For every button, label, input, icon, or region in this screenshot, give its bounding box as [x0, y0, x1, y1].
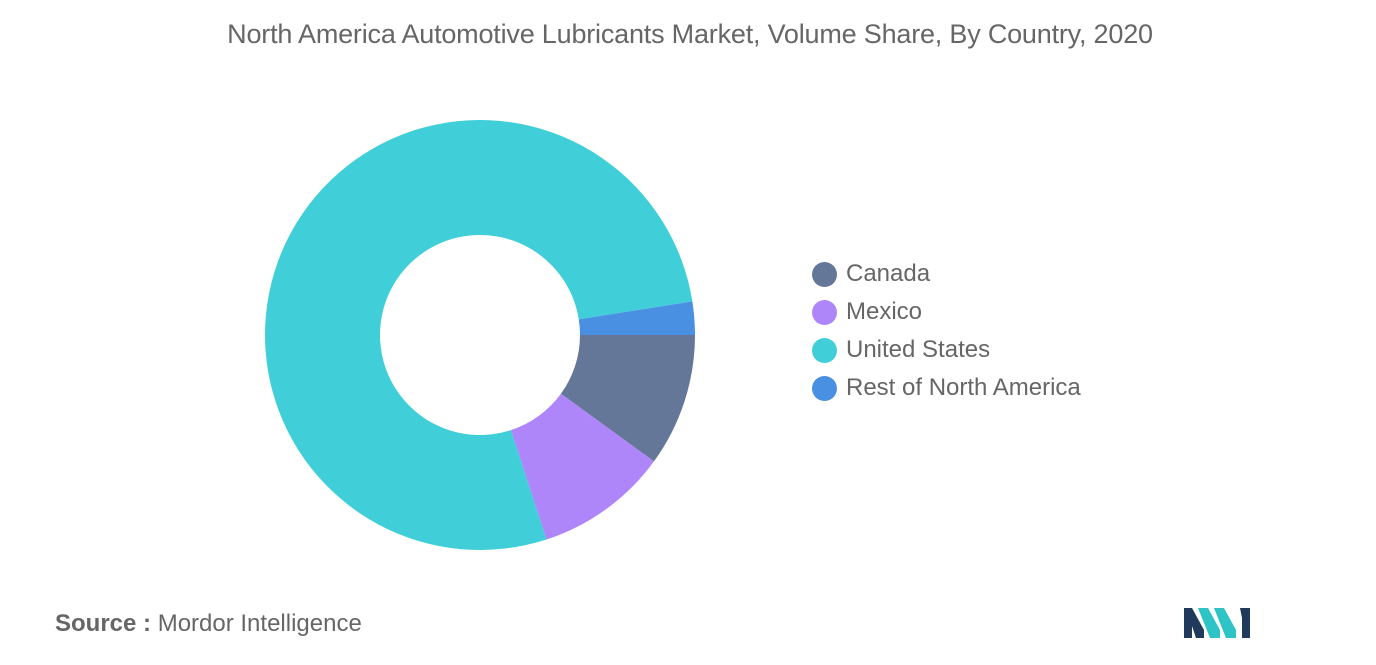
legend-item-united-states: United States: [812, 331, 1081, 369]
legend-swatch: [812, 375, 837, 401]
slice-united-states: [265, 120, 693, 550]
legend-label: Rest of North America: [846, 374, 1081, 401]
source-prefix: Source :: [55, 610, 152, 637]
legend-item-mexico: Mexico: [812, 293, 1081, 331]
legend-label: United States: [846, 336, 991, 363]
legend-swatch: [812, 337, 837, 363]
legend-swatch: [812, 299, 837, 325]
legend-label: Mexico: [846, 298, 923, 325]
legend-swatch: [812, 261, 837, 287]
source-note: Source : Mordor Intelligence: [55, 610, 362, 638]
source-text: Mordor Intelligence: [157, 610, 362, 637]
mordor-intelligence-logo-icon: [1184, 608, 1250, 638]
legend-label: Canada: [846, 260, 931, 287]
chart-title: North America Automotive Lubricants Mark…: [227, 19, 1153, 49]
slice-canada: [560, 335, 695, 462]
slice-rest-of-north-america: [578, 301, 695, 335]
chart-legend: Canada Mexico United States Rest of North A…: [812, 255, 1081, 407]
legend-item-rest-of-north-america: Rest of North America: [812, 369, 1081, 407]
legend-item-canada: Canada: [812, 255, 1081, 293]
slice-mexico: [510, 393, 654, 540]
